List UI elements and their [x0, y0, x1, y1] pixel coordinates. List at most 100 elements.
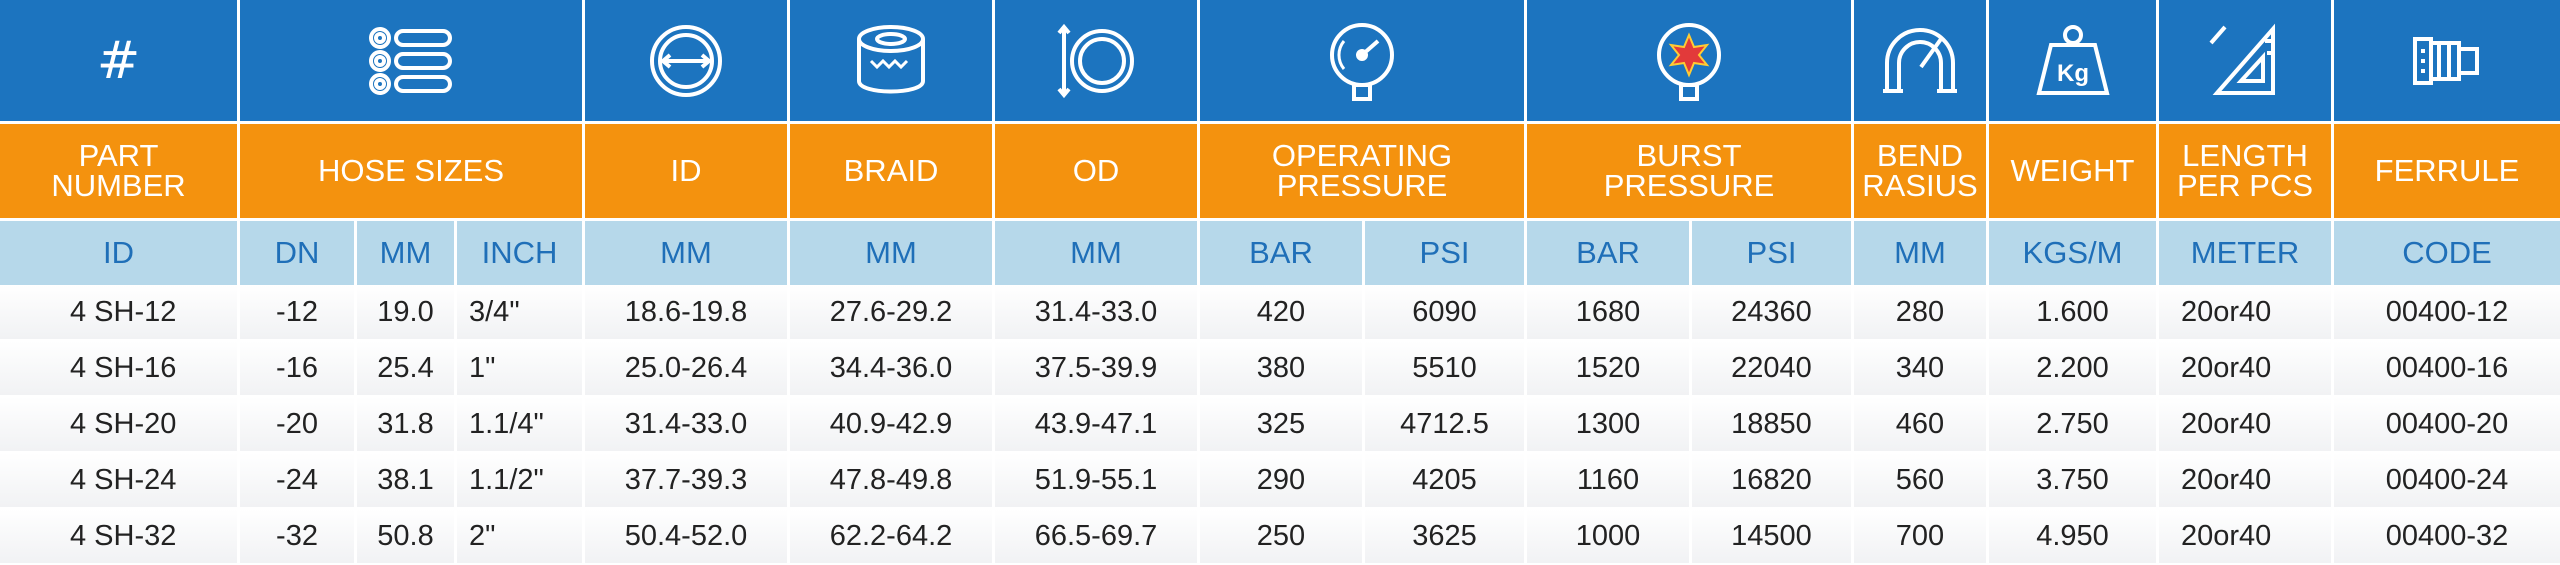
od-header: OD [995, 121, 1200, 221]
table-cell: 51.9-55.1 [995, 453, 1200, 509]
table-cell: 00400-12 [2334, 285, 2560, 341]
burst-pressure-header-line2: PRESSURE [1603, 168, 1775, 203]
weight-kg-icon: Kg [2035, 24, 2110, 95]
table-cell: 18850 [1692, 397, 1854, 453]
table-cell: 4.950 [1989, 509, 2159, 565]
unit-cell: CODE [2334, 221, 2560, 285]
unit-cell: BAR [1200, 221, 1365, 285]
length-icon-cell [2159, 0, 2334, 121]
table-row: 4 SH-12 -12 19.0 3/4" 18.6-19.8 27.6-29.… [0, 285, 2560, 341]
table-row: 4 SH-24 -24 38.1 1.1/2" 37.7-39.3 47.8-4… [0, 453, 2560, 509]
unit-cell: METER [2159, 221, 2334, 285]
bend-radius-icon-cell [1854, 0, 1989, 121]
ruler-length-icon [2209, 23, 2275, 95]
table-cell: 00400-16 [2334, 341, 2560, 397]
table-cell: 18.6-19.8 [585, 285, 790, 341]
table-cell: 560 [1854, 453, 1989, 509]
table-row: 4 SH-20 -20 31.8 1.1/4" 31.4-33.0 40.9-4… [0, 397, 2560, 453]
table-cell: 00400-32 [2334, 509, 2560, 565]
inner-diameter-icon [650, 24, 722, 97]
table-cell: 31.4-33.0 [995, 285, 1200, 341]
length-header: LENGTH PER PCS [2159, 121, 2334, 221]
operating-pressure-header-line1: OPERATING [1271, 138, 1453, 173]
table-cell: 24360 [1692, 285, 1854, 341]
burst-pressure-header: BURST PRESSURE [1527, 121, 1854, 221]
table-cell: 20or40 [2159, 453, 2334, 509]
burst-pressure-header-line1: BURST [1636, 138, 1742, 173]
table-cell: 4 SH-12 [0, 285, 240, 341]
table-cell: 19.0 [357, 285, 457, 341]
part-number-header: PART NUMBER [0, 121, 240, 221]
unit-cell: KGS/M [1989, 221, 2159, 285]
ferrule-icon-cell [2334, 0, 2560, 121]
table-cell: -12 [240, 285, 357, 341]
braid-icon [857, 24, 925, 93]
table-cell: 340 [1854, 341, 1989, 397]
table-cell: 4205 [1365, 453, 1527, 509]
operating-pressure-icon-cell [1200, 0, 1527, 121]
braid-header: BRAID [790, 121, 995, 221]
unit-cell: PSI [1365, 221, 1527, 285]
table-cell: 50.8 [357, 509, 457, 565]
table-cell: 4712.5 [1365, 397, 1527, 453]
bend-radius-icon [1883, 27, 1957, 93]
hose-sizes-header: HOSE SIZES [240, 121, 585, 221]
table-cell: 3/4" [457, 285, 585, 341]
table-cell: 1.1/4" [457, 397, 585, 453]
ferrule-icon [2413, 36, 2479, 85]
table-cell: 2.750 [1989, 397, 2159, 453]
table-cell: 1160 [1527, 453, 1692, 509]
table-cell: 00400-20 [2334, 397, 2560, 453]
braid-icon-cell [790, 0, 995, 121]
table-cell: 20or40 [2159, 341, 2334, 397]
title-header-row: PART NUMBER HOSE SIZES ID BRAID OD OPERA… [0, 121, 2560, 221]
operating-pressure-header-line2: PRESSURE [1276, 168, 1448, 203]
part-number-header-line2: NUMBER [51, 168, 186, 203]
outer-diameter-icon [1057, 23, 1134, 98]
weight-icon-cell: Kg [1989, 0, 2159, 121]
table-cell: 280 [1854, 285, 1989, 341]
table-cell: 4 SH-16 [0, 341, 240, 397]
hose-sizes-icon [369, 26, 452, 95]
hose-sizes-icon-cell [240, 0, 585, 121]
table-cell: 38.1 [357, 453, 457, 509]
table-cell: 40.9-42.9 [790, 397, 995, 453]
table-cell: 1.600 [1989, 285, 2159, 341]
table-cell: 420 [1200, 285, 1365, 341]
table-row: 4 SH-32 -32 50.8 2" 50.4-52.0 62.2-64.2 … [0, 509, 2560, 565]
table-cell: 325 [1200, 397, 1365, 453]
table-cell: -16 [240, 341, 357, 397]
table-cell: 20or40 [2159, 285, 2334, 341]
ferrule-header: FERRULE [2334, 121, 2560, 221]
table-cell: 380 [1200, 341, 1365, 397]
table-cell: 25.0-26.4 [585, 341, 790, 397]
table-cell: 5510 [1365, 341, 1527, 397]
unit-cell: MM [1854, 221, 1989, 285]
table-cell: 700 [1854, 509, 1989, 565]
table-cell: -24 [240, 453, 357, 509]
table-cell: 47.8-49.8 [790, 453, 995, 509]
od-icon-cell [995, 0, 1200, 121]
bend-radius-header-line2: RASIUS [1862, 168, 1978, 203]
unit-cell: PSI [1692, 221, 1854, 285]
unit-cell: BAR [1527, 221, 1692, 285]
table-cell: 4 SH-24 [0, 453, 240, 509]
table-cell: 460 [1854, 397, 1989, 453]
table-cell: 62.2-64.2 [790, 509, 995, 565]
table-cell: 43.9-47.1 [995, 397, 1200, 453]
unit-cell: MM [585, 221, 790, 285]
table-cell: 00400-24 [2334, 453, 2560, 509]
table-cell: 27.6-29.2 [790, 285, 995, 341]
table-cell: 14500 [1692, 509, 1854, 565]
table-row: 4 SH-16 -16 25.4 1" 25.0-26.4 34.4-36.0 … [0, 341, 2560, 397]
table-cell: 37.5-39.9 [995, 341, 1200, 397]
unit-cell: MM [357, 221, 457, 285]
table-cell: 1.1/2" [457, 453, 585, 509]
table-cell: 1520 [1527, 341, 1692, 397]
pressure-gauge-icon [1330, 22, 1394, 101]
icon-header-row: # [0, 0, 2560, 121]
table-cell: 2.200 [1989, 341, 2159, 397]
table-cell: 3625 [1365, 509, 1527, 565]
unit-header-row: ID DN MM INCH MM MM MM BAR PSI BAR PSI M… [0, 221, 2560, 285]
unit-cell: ID [0, 221, 240, 285]
